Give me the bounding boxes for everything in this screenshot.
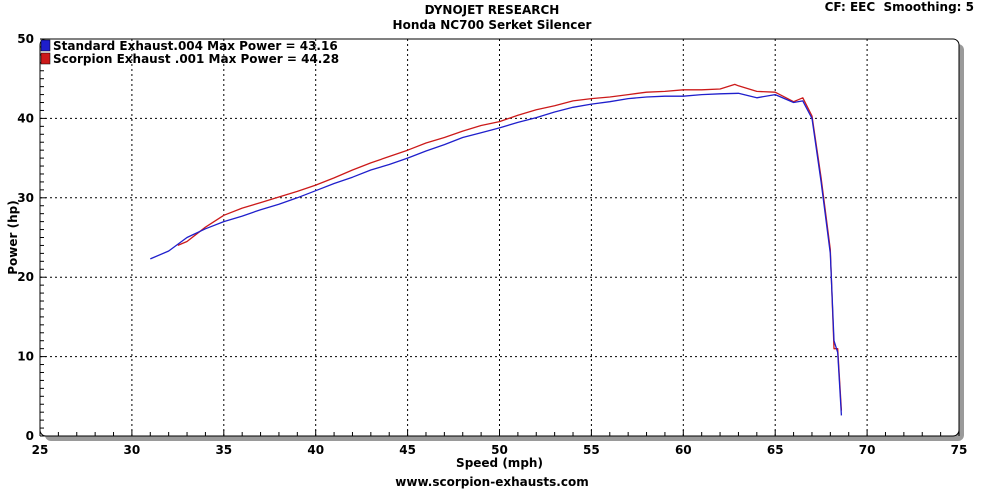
plot-border [39,38,960,437]
x-tick-label: 45 [399,443,416,457]
legend: Standard Exhaust.004 Max Power = 43.16Sc… [40,39,339,66]
legend-swatch [40,52,51,65]
x-tick-label: 30 [124,443,141,457]
x-tick-label: 65 [767,443,784,457]
chart-title: DYNOJET RESEARCH [424,3,560,17]
y-tick-label: 20 [17,270,34,284]
y-axis-label: Power (hp) [6,200,20,274]
grid-lines [40,39,959,436]
website-footer: www.scorpion-exhausts.com [395,475,589,489]
series-lines [150,83,843,416]
x-tick-label: 70 [859,443,876,457]
correction-factor-info: CF: EEC Smoothing: 5 [824,0,974,14]
x-axis-label: Speed (mph) [456,456,543,470]
y-tick-label: 0 [26,429,34,443]
legend-swatch [40,39,51,52]
x-tick-label: 25 [32,443,49,457]
x-tick-label: 50 [491,443,508,457]
x-tick-label: 60 [675,443,692,457]
y-tick-label: 50 [17,32,34,46]
x-tick-label: 55 [583,443,600,457]
y-axis-ticks: 0 10 20 30 40 50 [17,32,46,443]
y-tick-label: 40 [17,111,34,125]
y-tick-label: 10 [17,350,34,364]
x-tick-label: 75 [951,443,968,457]
y-tick-label: 30 [17,191,34,205]
x-tick-label: 40 [307,443,324,457]
series-line [177,83,843,411]
plot-area [39,38,964,441]
x-axis-ticks: 25 30 35 40 45 50 55 60 65 70 75 [32,430,968,457]
x-tick-label: 35 [215,443,232,457]
legend-label: Standard Exhaust.004 Max Power = 43.16 [53,39,338,53]
chart-subtitle: Honda NC700 Serket Silencer [392,18,592,32]
series-line [150,92,843,416]
legend-label: Scorpion Exhaust .001 Max Power = 44.28 [53,52,339,66]
